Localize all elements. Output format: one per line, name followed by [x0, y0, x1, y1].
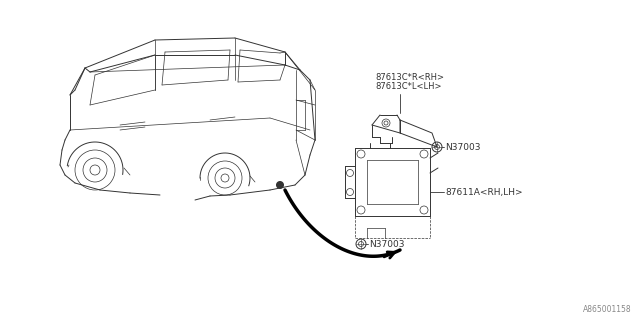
Text: 87613C*L<LH>: 87613C*L<LH>: [375, 82, 442, 91]
Text: 87613C*R<RH>: 87613C*R<RH>: [375, 73, 444, 82]
Text: A865001158: A865001158: [584, 305, 632, 314]
Text: N37003: N37003: [445, 142, 481, 151]
Text: 87611A<RH,LH>: 87611A<RH,LH>: [445, 188, 523, 196]
Circle shape: [276, 181, 284, 188]
Text: N37003: N37003: [369, 239, 404, 249]
